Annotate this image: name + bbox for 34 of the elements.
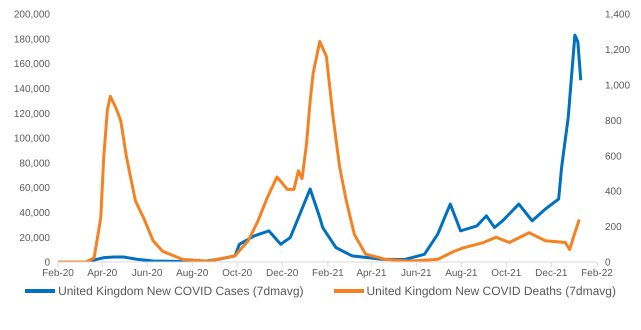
x-tick-label: Aug-20: [176, 268, 209, 280]
y-tick-label: 100,000: [14, 134, 50, 145]
x-tick-label: Aug-21: [445, 268, 478, 280]
x-tick-label: Apr-20: [87, 268, 118, 280]
y-tick-label: 0: [44, 258, 50, 269]
y2-tick-label: 600: [605, 151, 622, 162]
x-tick-label: Oct-21: [491, 268, 522, 280]
y-tick-label: 140,000: [14, 84, 50, 95]
y2-tick-label: 200: [605, 222, 622, 234]
y-tick-label: 20,000: [19, 232, 50, 244]
y-tick-label: 160,000: [14, 59, 50, 70]
y2-tick-label: 1,200: [605, 44, 630, 56]
x-tick-label: Feb-21: [312, 268, 344, 280]
x-tick-label: Dec-20: [266, 268, 299, 280]
legend-label: United Kingdom New COVID Cases (7dmavg): [58, 284, 304, 298]
y-tick-label: 120,000: [14, 108, 50, 120]
x-tick-label: Jun-21: [401, 268, 432, 280]
y2-tick-label: 1,400: [605, 10, 630, 21]
x-tick-label: Jun-20: [132, 268, 163, 280]
x-tick-label: Dec-21: [535, 268, 568, 280]
x-tick-label: Apr-21: [356, 268, 387, 280]
y-tick-label: 80,000: [19, 158, 50, 170]
x-tick-label: Feb-20: [42, 268, 74, 280]
x-tick-label: Oct-20: [222, 268, 253, 280]
y-tick-label: 40,000: [19, 208, 50, 219]
y-tick-label: 180,000: [14, 34, 50, 46]
y2-tick-label: 400: [605, 186, 622, 198]
y-tick-label: 60,000: [19, 183, 50, 194]
y2-tick-label: 1,000: [605, 80, 630, 92]
y-tick-label: 200,000: [14, 10, 50, 21]
y2-tick-label: 0: [605, 258, 611, 269]
y2-tick-label: 800: [605, 116, 622, 127]
x-tick-label: Feb-22: [581, 268, 614, 280]
legend-label: United Kingdom New COVID Deaths (7dmavg): [366, 284, 616, 298]
